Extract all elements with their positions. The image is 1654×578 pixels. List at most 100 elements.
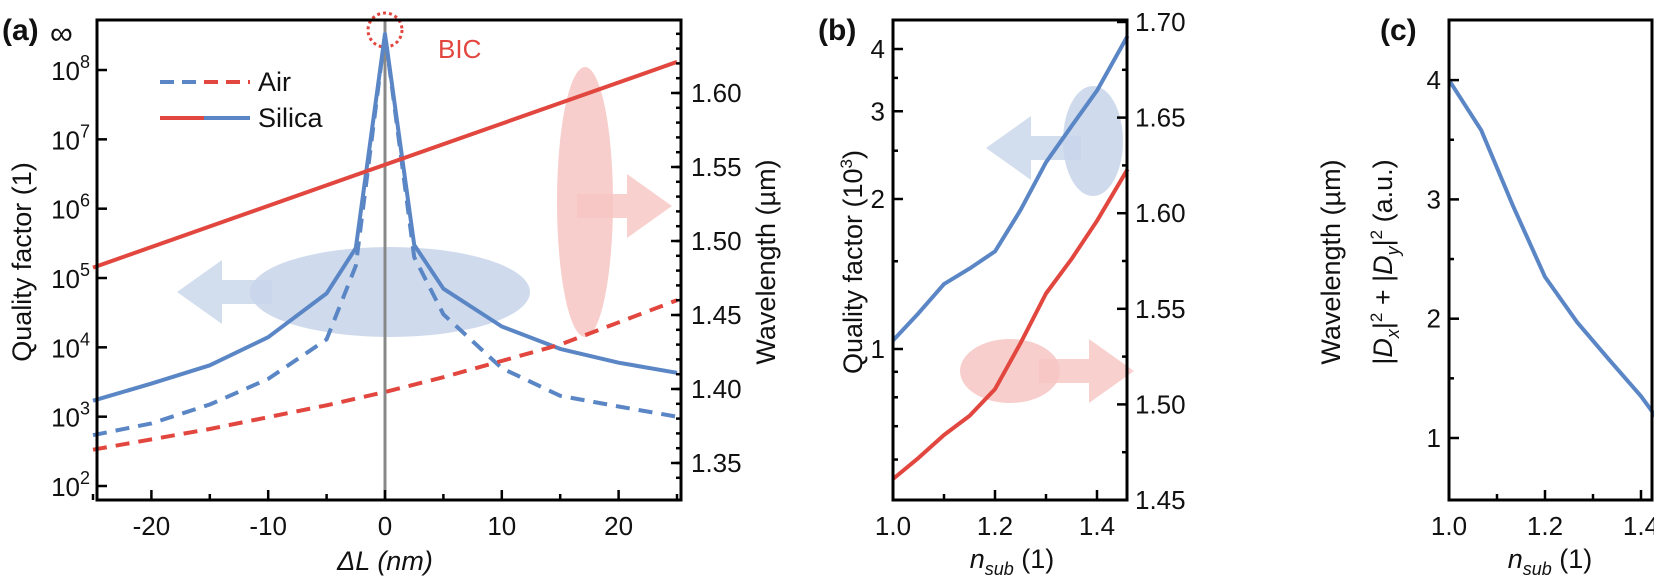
legend-label-silica: Silica: [258, 103, 324, 133]
a-y-tick-base: 10: [51, 472, 80, 502]
b-x-n: n: [970, 544, 985, 574]
a-y-tick-exp: 5: [80, 260, 90, 280]
a-y-tick-label: 106: [51, 191, 90, 225]
b-x-axis-title: nsub (1): [970, 544, 1055, 578]
plot-frame-c: [1447, 18, 1654, 502]
b-right-tick-label: 1.60: [1135, 198, 1186, 228]
b-y-tick-label: 4: [871, 34, 885, 64]
c-y-p2: |: [1368, 322, 1398, 329]
b-right-tick-label: 1.50: [1135, 389, 1186, 419]
b-x-tick-label: 1.4: [1079, 511, 1115, 541]
c-x-axis-title: nsub (1): [1508, 544, 1593, 578]
a-x-axis-title-text: ΔL (nm): [336, 546, 433, 576]
c-x-tick-label: 1.0: [1431, 511, 1467, 541]
c-y-p4: |: [1368, 239, 1398, 246]
a-x-tick-label: 0: [378, 511, 392, 541]
a-right-tick-label: 1.60: [691, 78, 742, 108]
c-x-sub: sub: [1523, 559, 1552, 578]
b-x-tick-label: 1.0: [875, 511, 911, 541]
c-x-unit: (1): [1552, 544, 1593, 574]
a-y-tick-label: 108: [51, 52, 90, 86]
c-x-n: n: [1508, 544, 1523, 574]
tick-labels: -20 -10 0 10 201021031041051061071081.351.40…: [51, 7, 1654, 541]
a-x-tick-label: 20: [604, 511, 633, 541]
b-right-tick-label: 1.70: [1135, 7, 1186, 37]
a-y-tick-exp: 8: [80, 52, 90, 72]
panel-label-a: (a): [2, 14, 39, 47]
b-right-tick-label: 1.55: [1135, 294, 1186, 324]
c-y-p5: (a.u.): [1368, 159, 1398, 230]
a-right-tick-label: 1.45: [691, 300, 742, 330]
series-a-0: [92, 32, 678, 403]
series-a-3: [92, 298, 678, 452]
b-y-tick-label: 3: [871, 96, 885, 126]
b-x-unit: (1): [1014, 544, 1055, 574]
a-y-tick-exp: 6: [80, 191, 90, 211]
series-b-0: [891, 34, 1130, 342]
c-y-D1: D: [1368, 338, 1398, 358]
b-right-axis-title: Wavelength (µm): [1316, 159, 1346, 364]
c-y-p3: + |: [1368, 275, 1398, 313]
a-y-tick-exp: 7: [80, 121, 90, 141]
blue-ellipse-b: [1063, 86, 1123, 196]
a-left-axis-title: Quality factor (1): [7, 162, 37, 362]
a-y-tick-label: 105: [51, 260, 90, 294]
c-y-e2: 2: [1367, 230, 1386, 239]
a-right-axis-title: Wavelength (µm): [751, 159, 781, 364]
panel-label-b: (b): [818, 14, 856, 47]
a-x-tick-label: -20: [133, 511, 171, 541]
a-x-tick-label: 10: [487, 511, 516, 541]
arrow-right-a-icon: [577, 174, 672, 238]
a-y-tick-exp: 2: [80, 468, 90, 488]
legend-label-air: Air: [258, 67, 291, 97]
b-left-title-text: Quality factor (10: [838, 168, 868, 374]
a-y-tick-base: 10: [51, 403, 80, 433]
b-left-title-close: ): [838, 150, 868, 159]
a-right-tick-label: 1.55: [691, 152, 742, 182]
series-c-0: [1447, 79, 1654, 418]
arrow-right-b-icon: [1039, 339, 1134, 403]
a-y-tick-exp: 4: [80, 329, 90, 349]
b-right-tick-label: 1.45: [1135, 485, 1186, 515]
series-a-2: [92, 60, 678, 270]
c-y-tick-label: 4: [1427, 65, 1441, 95]
blue-ellipse-a: [250, 247, 530, 337]
c-x-tick-label: 1.2: [1527, 511, 1563, 541]
a-y-tick-base: 10: [51, 195, 80, 225]
a-right-tick-label: 1.40: [691, 374, 742, 404]
c-y-s1: x: [1383, 328, 1403, 339]
a-right-tick-label: 1.50: [691, 226, 742, 256]
b-y-tick-label: 2: [871, 184, 885, 214]
b-y-tick-label: 1: [871, 334, 885, 364]
b-x-tick-label: 1.2: [977, 511, 1013, 541]
red-ellipse-b: [960, 339, 1060, 403]
c-y-tick-label: 1: [1427, 423, 1441, 453]
axes-frames: [91, 18, 1654, 502]
c-y-tick-label: 3: [1427, 184, 1441, 214]
c-y-tick-label: 2: [1427, 304, 1441, 334]
b-right-tick-label: 1.65: [1135, 103, 1186, 133]
a-y-tick-label: 104: [51, 329, 90, 363]
a-right-tick-label: 1.35: [691, 448, 742, 478]
a-x-axis-title: ΔL (nm): [336, 546, 433, 576]
b-x-sub: sub: [985, 559, 1014, 578]
a-y-tick-base: 10: [51, 333, 80, 363]
a-y-tick-label: 103: [51, 399, 90, 433]
a-y-tick-label: 102: [51, 468, 90, 502]
arrow-left-a-icon: [177, 260, 272, 324]
arrow-left-b-icon: [986, 116, 1081, 180]
a-y-tick-exp: 3: [80, 399, 90, 419]
a-y-tick-label: 107: [51, 121, 90, 155]
a-y-tick-base: 10: [51, 56, 80, 86]
c-y-e1: 2: [1367, 313, 1386, 322]
b-left-title-sup: 3: [837, 159, 856, 168]
a-y-tick-base: 10: [51, 125, 80, 155]
infinity-tick-label: ∞: [50, 15, 73, 51]
series-b-1: [891, 168, 1130, 481]
decorations: [177, 11, 1134, 500]
a-y-tick-base: 10: [51, 264, 80, 294]
a-x-tick-label: -10: [249, 511, 287, 541]
panel-label-c: (c): [1380, 14, 1417, 47]
bic-annotation: BIC: [438, 34, 481, 64]
